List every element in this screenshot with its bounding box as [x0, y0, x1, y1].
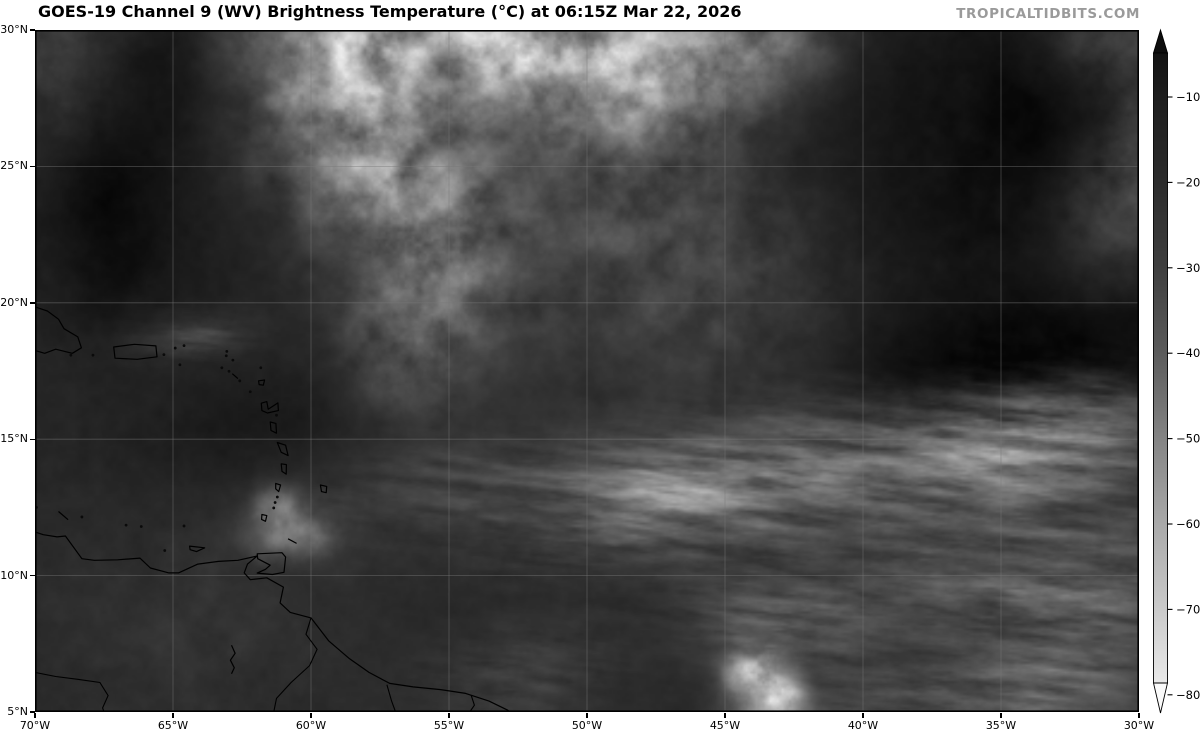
x-tick-mark [586, 713, 588, 718]
coastline-tobago [287, 538, 297, 544]
coastline-puerto-rico [113, 343, 158, 360]
island-dot-st-martin [224, 354, 228, 358]
page-title: GOES-19 Channel 9 (WV) Brightness Temper… [38, 2, 742, 21]
island-dot-la-orchila [139, 525, 143, 528]
coastline-trinidad [256, 552, 287, 576]
coastline-venezuela-guianas-coast [35, 531, 512, 712]
island-dot-marie-galante [275, 413, 278, 417]
island-dot-vieques [162, 353, 166, 357]
y-tick-label: 15°N [0, 432, 28, 446]
y-tick-label: 5°N [7, 705, 28, 718]
colorbar-tick-label: −10 [1176, 90, 1200, 104]
x-tick-mark [34, 713, 36, 718]
y-tick-label: 30°N [0, 23, 28, 36]
map-overlay [35, 30, 1139, 712]
coastline-st-kitts [231, 373, 239, 380]
coastline-guri-reservoir [229, 644, 236, 675]
grid-lines [35, 30, 1139, 712]
coastline-st-vincent [275, 482, 282, 493]
axes-spine [35, 30, 1139, 712]
x-tick-label: 70°W [19, 719, 51, 732]
island-dot-la-blanquilla [182, 524, 186, 528]
island-dot-mona [91, 353, 95, 357]
colorbar-tick-label: −50 [1176, 432, 1200, 446]
x-tick-label: 45°W [709, 719, 741, 732]
island-dot-grenadines-1 [275, 495, 279, 499]
island-dot-barbuda [259, 366, 263, 370]
x-tick-mark [1138, 713, 1140, 718]
x-tick-label: 55°W [433, 719, 465, 732]
x-tick-mark [1000, 713, 1002, 718]
colorbar-ticks: −10 −20 −30 −40 −50 −60 −70 −80 [1167, 90, 1200, 702]
watermark: TROPICALTIDBITS.COM [956, 6, 1140, 22]
y-tick-mark [30, 165, 35, 168]
coastline-grenada [261, 513, 268, 522]
y-tick-mark [30, 574, 35, 577]
y-tick-mark [30, 29, 35, 31]
island-dot-saona [69, 353, 73, 357]
colorbar-tick-label: −70 [1176, 602, 1200, 616]
coastline-guadeloupe [260, 401, 279, 414]
x-tick-label: 30°W [1123, 719, 1155, 732]
island-dot-montserrat [248, 390, 252, 394]
x-tick-mark [862, 713, 864, 718]
x-tick-label: 40°W [847, 719, 879, 732]
border-suriname-french-guiana [469, 694, 476, 712]
border-colombia-venezuela [35, 671, 109, 712]
island-dot-anguilla [225, 349, 229, 353]
island-dot-st-croix [178, 363, 182, 367]
y-tick-label: 10°N [0, 568, 28, 582]
coastline-barbados [319, 484, 328, 494]
colorbar-tick-label: −20 [1176, 175, 1200, 189]
coastline-dominica [269, 421, 278, 434]
colorbar: −10 −20 −30 −40 −50 −60 −70 −80 [1152, 28, 1200, 714]
y-tick-mark [30, 438, 35, 440]
x-tick-mark [310, 713, 312, 718]
colorbar-tick-label: −60 [1176, 517, 1200, 531]
island-dot-la-tortuga [163, 549, 167, 552]
y-tick-label: 25°N [0, 159, 28, 173]
colorbar-tick-label: −30 [1176, 261, 1200, 275]
island-dot-nevis [238, 379, 242, 383]
colorbar-tick-label: −40 [1176, 346, 1200, 360]
x-tick-label: 60°W [295, 719, 327, 732]
colorbar-tick-label: −80 [1176, 688, 1200, 702]
x-tick-mark [172, 713, 174, 718]
y-tick-label: 20°N [0, 295, 28, 309]
island-dot-los-roques [124, 523, 128, 527]
x-tick-mark [448, 713, 450, 718]
x-tick-mark [724, 713, 726, 718]
map-plot-area [35, 30, 1139, 712]
x-tick-label: 65°W [157, 719, 189, 732]
island-dot-bonaire [80, 515, 84, 519]
island-dot-st-barth [231, 358, 235, 362]
border-guyana-suriname [386, 684, 397, 712]
colorbar-gradient-bar [1153, 52, 1168, 684]
y-tick-mark [30, 711, 35, 713]
colorbar-extend-bottom-arrow [1152, 682, 1169, 714]
x-tick-label: 35°W [985, 719, 1017, 732]
coastline-curacao [58, 511, 69, 521]
island-dot-saba [220, 366, 224, 370]
coastline-hispaniola-east [35, 306, 82, 354]
island-dot-st-eustatius [227, 369, 231, 373]
island-dot-st-thomas [173, 346, 177, 350]
island-dot-grenadines-3 [272, 506, 276, 510]
coastline-antigua [258, 379, 266, 386]
coastline-st-lucia [280, 463, 287, 475]
island-dot-grenadines-2 [273, 501, 277, 504]
border-venezuela-guyana [273, 617, 318, 712]
coastline-margarita [189, 545, 206, 553]
coastline-martinique [276, 441, 289, 457]
coastlines [35, 306, 512, 712]
y-tick-mark [30, 302, 35, 304]
x-tick-label: 50°W [571, 719, 603, 732]
colorbar-extend-top-arrow [1152, 28, 1169, 54]
island-dot-tortola [182, 344, 186, 348]
